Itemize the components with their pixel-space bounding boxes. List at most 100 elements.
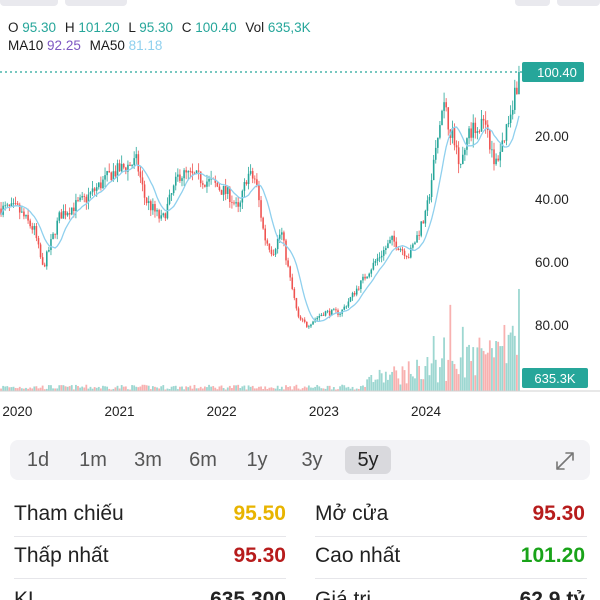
volume-bar (341, 384, 344, 391)
volume-bar (335, 389, 337, 391)
volume-bar (289, 386, 292, 391)
candle (83, 196, 86, 197)
volume-bar (191, 388, 194, 391)
volume-bar (64, 386, 67, 391)
volume-bar (305, 387, 308, 391)
candle (439, 125, 441, 138)
candle (326, 310, 329, 312)
volume-bar (322, 388, 325, 391)
volume-bar (158, 388, 161, 391)
candle (468, 128, 470, 139)
candle (247, 173, 250, 185)
candle (91, 188, 94, 193)
candle (218, 186, 221, 191)
candle (177, 174, 179, 177)
volume-bar (137, 387, 140, 391)
period-3m[interactable]: 3m (134, 449, 162, 471)
volume-bar (476, 347, 479, 391)
period-6m[interactable]: 6m (189, 449, 217, 471)
candle (237, 202, 239, 207)
volume-bar (12, 386, 15, 391)
top-strip (0, 0, 600, 6)
candle (262, 217, 264, 229)
candle (39, 244, 42, 258)
candle (233, 202, 235, 204)
period-3y[interactable]: 3y (301, 449, 323, 471)
period-1d[interactable]: 1d (26, 449, 50, 471)
candle (168, 194, 171, 204)
candle (14, 203, 17, 205)
reference-label: Tham chiếu (14, 502, 124, 525)
price-chart[interactable]: 100.40 20.00 40.00 60.00 80.00 635.3K 2020 2021… (0, 0, 600, 430)
volume-bar (39, 387, 42, 391)
volume-bar (372, 382, 375, 391)
candle (110, 172, 113, 181)
volume-bar (195, 388, 198, 391)
candle (81, 196, 83, 198)
period-1m[interactable]: 1m (79, 449, 107, 471)
volume-bar (75, 384, 77, 391)
candle (210, 178, 212, 180)
candle (18, 204, 21, 213)
candle (204, 184, 206, 187)
period-1y[interactable]: 1y (246, 449, 268, 471)
volume-bar (457, 374, 460, 391)
volume-bar (303, 386, 306, 391)
candle (372, 262, 375, 270)
candle (150, 201, 152, 211)
volume-bar (295, 384, 298, 391)
candle (197, 170, 200, 172)
volume-bar (172, 386, 175, 391)
volume-bar (147, 385, 150, 391)
candle (320, 314, 323, 317)
candle (220, 190, 223, 195)
candle (158, 210, 160, 219)
candle (52, 233, 54, 240)
candle (466, 138, 468, 150)
candle (316, 317, 318, 320)
volume-bar (418, 365, 421, 391)
candle (514, 87, 516, 110)
period-5y[interactable]: 5y (345, 446, 391, 474)
candle (114, 171, 117, 177)
volume-bar (54, 388, 57, 391)
volume-bar (247, 385, 250, 391)
volume-bar (85, 384, 88, 391)
volume-bar (156, 387, 158, 391)
candle (62, 211, 65, 219)
volume-bar (509, 332, 512, 391)
turnover-value: 62,9 tỷ (519, 588, 585, 600)
candle (353, 292, 356, 295)
volume-bar (45, 388, 48, 391)
volume-bar (243, 385, 246, 391)
candle (35, 226, 38, 239)
volume-bar (324, 388, 327, 391)
volume-bar (515, 354, 518, 391)
volume-bar (447, 359, 450, 391)
candle (318, 316, 321, 318)
candle (106, 171, 108, 176)
volume-bar (384, 371, 387, 391)
candle (368, 273, 370, 277)
candle (93, 188, 96, 191)
expand-icon[interactable] (554, 450, 576, 472)
candle (482, 118, 485, 121)
volume-bar (395, 370, 398, 391)
volume-bar (420, 379, 423, 391)
volume-bar (351, 386, 354, 391)
candle (308, 326, 310, 328)
volume-bar (87, 388, 90, 391)
candle (58, 212, 61, 221)
open-price-label: Mở cửa (315, 502, 389, 525)
candle (75, 200, 77, 211)
candle (358, 288, 360, 290)
volume-bar (482, 350, 485, 391)
candle (187, 171, 190, 173)
candle (160, 215, 162, 219)
open-price-value: 95.30 (532, 502, 585, 525)
volume-bar (320, 388, 323, 391)
volume-bar (127, 389, 129, 391)
candle (46, 251, 48, 267)
volume-bar (197, 388, 200, 391)
volume-bar (513, 335, 516, 391)
